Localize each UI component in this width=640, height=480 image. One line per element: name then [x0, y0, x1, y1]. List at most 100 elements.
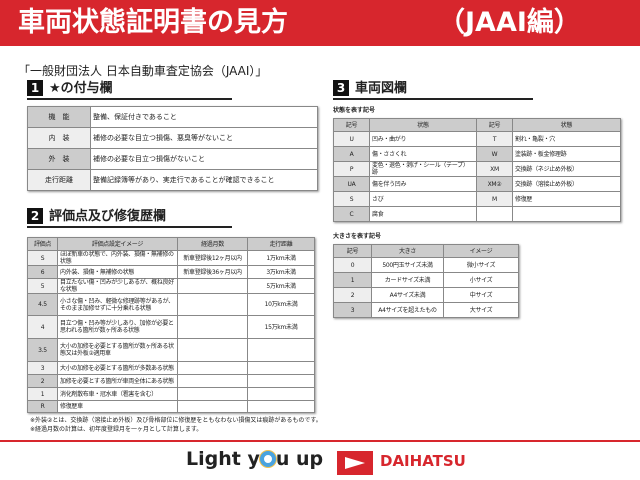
table-cell: A4サイズ未満 — [371, 287, 444, 303]
table-cell: 微小サイズ — [443, 257, 519, 273]
table-cell: 修復歴車 — [57, 400, 178, 413]
table-cell: 1万km未満 — [247, 250, 315, 266]
table-cell: 走行距離 — [247, 237, 315, 251]
table-cell — [177, 374, 248, 388]
table-cell: 塗装跡・板金修理跡 — [512, 146, 621, 162]
table-cell: U — [333, 131, 370, 147]
section1-heading: 1 ★の付与欄 — [27, 80, 232, 100]
table-cell: 記号 — [476, 118, 513, 132]
table-cell: ほぼ新車の状態で、内外装、損傷・無補修の状態 — [57, 250, 178, 266]
table-row: UA 傷を伴う凹み XM② 交換跡（溶接止め外板） — [333, 176, 621, 192]
table-cell: 1 — [27, 387, 58, 401]
table-cell — [476, 206, 513, 222]
table-cell: 1 — [333, 272, 372, 288]
table-cell: 4 — [27, 315, 58, 339]
table-cell: T — [476, 131, 513, 147]
table-cell: 状態 — [512, 118, 621, 132]
grade-table: 評価点 評価点設定イメージ 経過月数 走行距離 S ほぼ新車の状態で、内外装、損傷・無補修… — [27, 237, 315, 413]
table-cell: 交換跡（ネジ止め外板） — [512, 161, 621, 177]
table-cell: 3.5 — [27, 338, 58, 362]
table-cell: 大小の加修を必要とする箇所が多数ある状態 — [57, 361, 178, 375]
table-cell: 3 — [333, 302, 372, 318]
table-cell: XM — [476, 161, 513, 177]
table-row: 記号 状態 記号 状態 — [333, 118, 621, 132]
table-cell: 交換跡（溶接止め外板） — [512, 176, 621, 192]
table-cell — [247, 387, 315, 401]
table-row: 1 消化剤散布車・冠水車（雹害を含む） — [27, 387, 315, 401]
table-cell — [247, 374, 315, 388]
table-cell: カードサイズ未満 — [371, 272, 444, 288]
table-row: 4.5 小さな傷・凹み、軽微な修理跡等があるが、そのまま加修せずに十分乗れる状態 1… — [27, 293, 315, 316]
table-row: 1 カードサイズ未満 小サイズ — [333, 272, 519, 288]
table-cell: 0 — [333, 257, 372, 273]
table-cell: 状態 — [369, 118, 477, 132]
page-subtitle: （JAAI編） — [438, 7, 581, 38]
footnote: ※外装②とは、交換跡（溶接止め外板）及び骨格部位に修復歴をともなわない損傷又は痕… — [30, 417, 322, 424]
star-table: 機 能整備、保証付きであること内 装補修の必要な目立つ損傷、悪臭等がないこと外 … — [27, 106, 318, 191]
section-number: 1 — [27, 80, 43, 96]
table-row: 2 A4サイズ未満 中サイズ — [333, 287, 519, 303]
table-cell: 2 — [27, 374, 58, 388]
table-cell: 補修の必要な目立つ損傷がないこと — [90, 148, 318, 170]
table-cell: 5 — [27, 278, 58, 294]
table-cell — [247, 400, 315, 413]
table-cell — [177, 387, 248, 401]
table-row: 5 目立たない傷・凹みが少しあるが、概ね良好な状態 5万km未満 — [27, 278, 315, 294]
daihatsu-logo-icon — [337, 451, 373, 475]
section-title: ★の付与欄 — [49, 81, 113, 96]
table-row: 6 内外装、損傷・無補修の状態 新車登録後36ヶ月以内 3万km未満 — [27, 265, 315, 279]
table-cell: 加修を必要とする箇所が車両全体にある状態 — [57, 374, 178, 388]
table-cell: C — [333, 206, 370, 222]
table-row: 記号 大きさ イメージ — [333, 244, 519, 258]
table-cell: 腐食 — [369, 206, 477, 222]
table-cell: P — [333, 161, 370, 177]
table-cell: 3 — [27, 361, 58, 375]
table-cell: 機 能 — [27, 106, 91, 128]
table-row: 2 加修を必要とする箇所が車両全体にある状態 — [27, 374, 315, 388]
table-cell: 大小の加修を必要とする箇所が数ヶ所ある状態又は外板②適用車 — [57, 338, 178, 362]
table-row: 3.5 大小の加修を必要とする箇所が数ヶ所ある状態又は外板②適用車 — [27, 338, 315, 362]
table-row: 3 A4サイズを超えたもの 大サイズ — [333, 302, 519, 318]
table-row: R 修復歴車 — [27, 400, 315, 413]
table-cell: 評価点 — [27, 237, 58, 251]
table-cell: 記号 — [333, 244, 372, 258]
table-cell: 整備、保証付きであること — [90, 106, 318, 128]
table-cell: 新車登録後12ヶ月以内 — [177, 250, 248, 266]
table-cell: 消化剤散布車・冠水車（雹害を含む） — [57, 387, 178, 401]
table-row: 評価点 評価点設定イメージ 経過月数 走行距離 — [27, 237, 315, 251]
table-cell: S — [333, 191, 370, 207]
brand-name: DAIHATSU — [380, 452, 466, 470]
table-cell: R — [27, 400, 58, 413]
section-title: 車両図欄 — [355, 81, 408, 96]
table-cell: 傷を伴う凹み — [369, 176, 477, 192]
table-cell: 記号 — [333, 118, 370, 132]
table-cell: 6 — [27, 265, 58, 279]
table-cell: 5万km未満 — [247, 278, 315, 294]
table-cell — [512, 206, 621, 222]
table-cell: 整備記録簿等があり、実走行であることが確認できること — [90, 169, 318, 191]
table-cell: XM② — [476, 176, 513, 192]
table-cell: 走行距離 — [27, 169, 91, 191]
divider — [0, 440, 640, 442]
rainbow-ring-icon — [259, 451, 276, 467]
footnote: ※経過月数の計算は、初年度登録月を一ヶ月として計算します。 — [30, 426, 203, 433]
table-row: A 傷・ささくれ W 塗装跡・板金修理跡 — [333, 146, 621, 162]
table-cell — [177, 361, 248, 375]
table-cell — [177, 338, 248, 362]
table-row: 内 装補修の必要な目立つ損傷、悪臭等がないこと — [27, 127, 318, 149]
table-row: C 腐食 — [333, 206, 621, 222]
table-cell: 変色・退色・剥げ・シール（テープ）跡 — [369, 161, 477, 177]
section-number: 2 — [27, 208, 43, 224]
table-cell: W — [476, 146, 513, 162]
section-title: 評価点及び修復歴欄 — [49, 209, 167, 224]
diagram-column: 状態を表す記号 記号 状態 記号 状態 U 凹み・曲がり T 割れ・亀裂・穴 A 傷・ささくれ W 塗… — [333, 106, 621, 318]
table-cell: イメージ — [443, 244, 519, 258]
table-cell: 傷・ささくれ — [369, 146, 477, 162]
table-cell: 割れ・亀裂・穴 — [512, 131, 621, 147]
table-row: 3 大小の加修を必要とする箇所が多数ある状態 — [27, 361, 315, 375]
table-cell: 目立たない傷・凹みが少しあるが、概ね良好な状態 — [57, 278, 178, 294]
table-cell: 内外装、損傷・無補修の状態 — [57, 265, 178, 279]
sizes-caption: 大きさを表す記号 — [333, 233, 382, 240]
table-cell: UA — [333, 176, 370, 192]
table-cell: 修復歴 — [512, 191, 621, 207]
